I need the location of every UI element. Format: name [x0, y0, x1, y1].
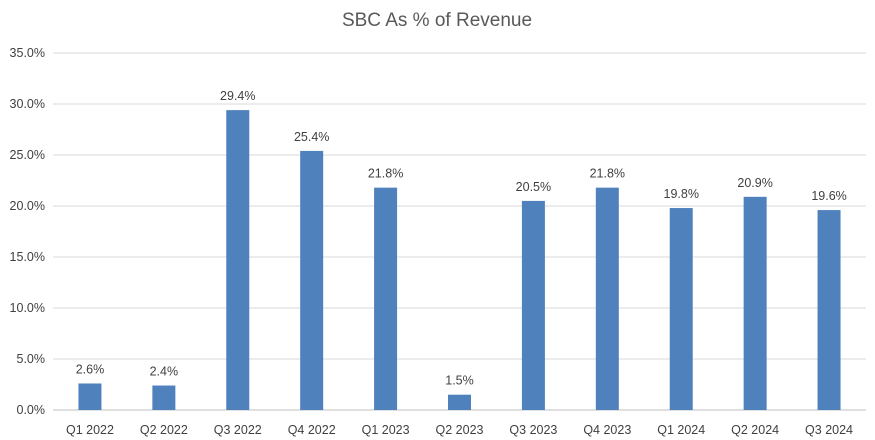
bar	[152, 385, 176, 410]
data-label: 19.6%	[811, 189, 846, 203]
bar	[817, 210, 841, 410]
data-label: 19.8%	[664, 187, 699, 201]
y-axis-ticks: 0.0% 5.0% 10.0% 15.0% 20.0% 25.0% 30.0% 35.0%	[10, 46, 45, 417]
y-tick-label: 0.0%	[17, 403, 46, 417]
bar	[78, 383, 102, 410]
data-label: 2.6%	[76, 362, 105, 376]
x-tick-label: Q2 2023	[436, 423, 484, 437]
x-tick-label: Q4 2023	[583, 423, 631, 437]
x-tick-label: Q1 2024	[657, 423, 705, 437]
bar	[300, 150, 324, 411]
bars	[78, 110, 841, 411]
chart-title: SBC As % of Revenue	[342, 10, 532, 31]
data-label: 20.9%	[737, 176, 772, 190]
data-label: 25.4%	[294, 130, 329, 144]
bar	[669, 208, 693, 410]
gridlines	[53, 52, 866, 411]
bar	[743, 196, 767, 410]
y-tick-label: 30.0%	[10, 97, 45, 111]
y-tick-label: 15.0%	[10, 250, 45, 264]
x-tick-label: Q3 2024	[805, 423, 853, 437]
x-tick-label: Q1 2023	[362, 423, 410, 437]
x-tick-label: Q3 2023	[509, 423, 557, 437]
x-tick-label: Q3 2022	[214, 423, 262, 437]
y-tick-label: 25.0%	[10, 148, 45, 162]
bar	[448, 394, 471, 410]
y-tick-label: 35.0%	[10, 46, 45, 60]
data-label: 1.5%	[445, 374, 474, 388]
y-tick-label: 5.0%	[17, 352, 46, 366]
bar	[521, 200, 545, 410]
y-tick-label: 20.0%	[10, 199, 45, 213]
bar	[595, 187, 619, 410]
data-label: 29.4%	[220, 89, 255, 103]
data-label: 20.5%	[516, 180, 551, 194]
data-label: 2.4%	[150, 365, 179, 379]
x-tick-label: Q1 2022	[66, 423, 114, 437]
y-tick-label: 10.0%	[10, 301, 45, 315]
bar	[374, 187, 398, 410]
x-tick-label: Q4 2022	[288, 423, 336, 437]
data-labels: 2.6% 2.4% 29.4% 25.4% 21.8% 1.5% 20.5% 21.8% 19.…	[76, 89, 847, 388]
data-label: 21.8%	[368, 167, 403, 181]
x-tick-label: Q2 2024	[731, 423, 779, 437]
x-tick-label: Q2 2022	[140, 423, 188, 437]
data-label: 21.8%	[590, 167, 625, 181]
x-axis-ticks: Q1 2022 Q2 2022 Q3 2022 Q4 2022 Q1 2023 Q2 20…	[66, 423, 853, 437]
bar	[226, 110, 250, 411]
